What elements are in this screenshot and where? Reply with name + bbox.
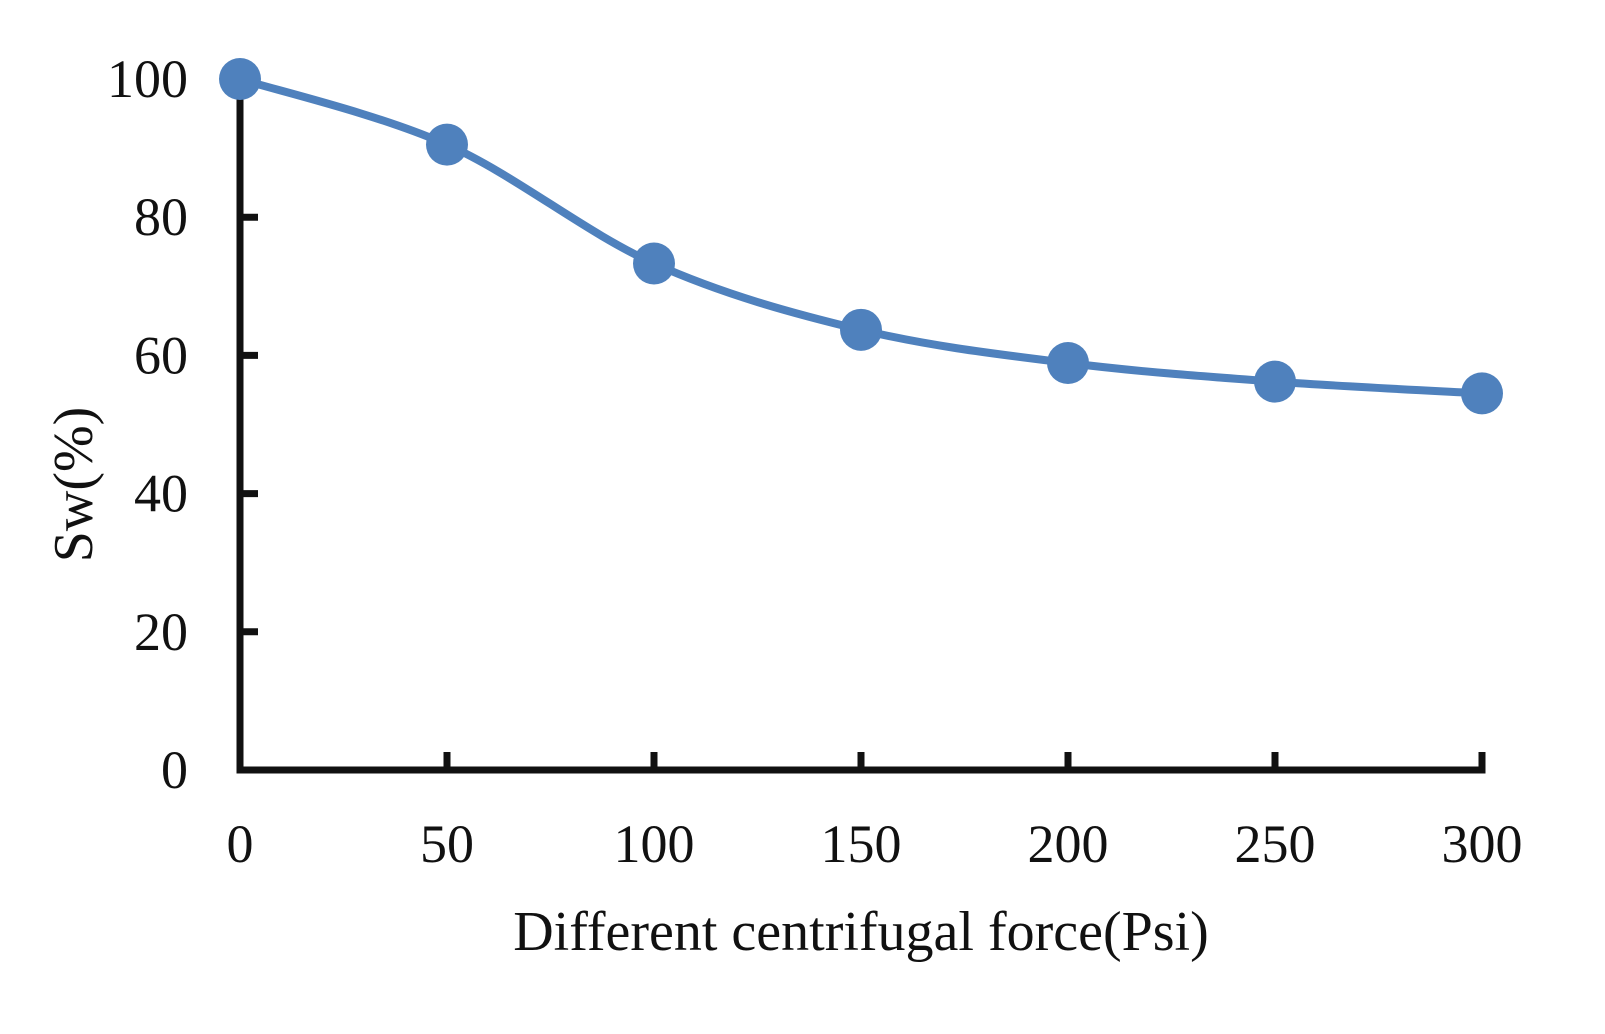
data-point bbox=[426, 123, 468, 166]
y-tick-label: 20 bbox=[134, 602, 188, 662]
x-tick-label: 200 bbox=[1028, 814, 1109, 874]
y-axis-title: Sw(%) bbox=[43, 407, 105, 563]
y-axis-ticks: 0 20 40 60 80 100 bbox=[107, 49, 258, 800]
axes bbox=[236, 75, 1486, 774]
data-point bbox=[1254, 360, 1296, 403]
data-point bbox=[840, 308, 882, 351]
y-tick-label: 100 bbox=[107, 49, 188, 109]
data-point bbox=[1461, 372, 1503, 415]
data-point bbox=[219, 58, 261, 100]
x-tick-label: 150 bbox=[821, 814, 902, 874]
x-tick-label: 0 bbox=[227, 814, 254, 874]
y-tick-label: 60 bbox=[134, 325, 188, 385]
y-tick-label: 80 bbox=[134, 187, 188, 247]
y-tick-label: 40 bbox=[134, 464, 188, 524]
x-tick-label: 100 bbox=[614, 814, 695, 874]
x-tick-label: 250 bbox=[1235, 814, 1316, 874]
y-tick-label: 0 bbox=[161, 740, 188, 800]
x-tick-label: 300 bbox=[1442, 814, 1523, 874]
x-tick-label: 50 bbox=[420, 814, 474, 874]
x-axis-title: Different centrifugal force(Psi) bbox=[513, 901, 1209, 963]
data-point bbox=[1047, 342, 1089, 385]
data-point bbox=[633, 242, 675, 285]
x-axis-ticks: 0 50 100 150 200 250 300 bbox=[227, 752, 1523, 874]
series-layer bbox=[219, 58, 1503, 415]
